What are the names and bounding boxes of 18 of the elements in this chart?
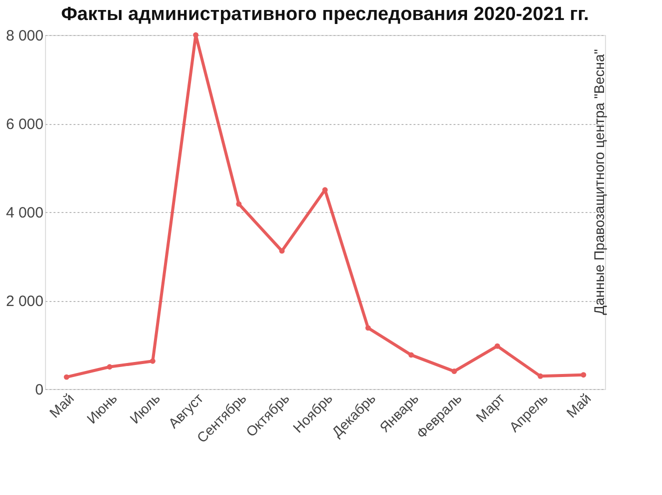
point bbox=[106, 364, 112, 370]
point bbox=[494, 343, 500, 349]
y-tick-label: 2 000 bbox=[6, 293, 44, 310]
y-tick-label: 0 bbox=[35, 382, 44, 398]
point bbox=[365, 325, 371, 331]
point bbox=[279, 248, 285, 254]
y-tick-label: 6 000 bbox=[6, 116, 44, 133]
point bbox=[451, 368, 457, 374]
point bbox=[150, 358, 156, 364]
point bbox=[538, 373, 544, 379]
chart-title: Факты административного преследования 2020-2021 гг. bbox=[61, 4, 589, 25]
annotation: Данные Правозащитного центра "Весна" bbox=[591, 49, 607, 315]
y-tick-label: 8 000 bbox=[6, 28, 44, 44]
point bbox=[580, 372, 586, 378]
y-tick-label: 4 000 bbox=[6, 204, 44, 222]
point bbox=[236, 201, 242, 207]
point bbox=[64, 374, 70, 380]
point bbox=[408, 352, 414, 358]
